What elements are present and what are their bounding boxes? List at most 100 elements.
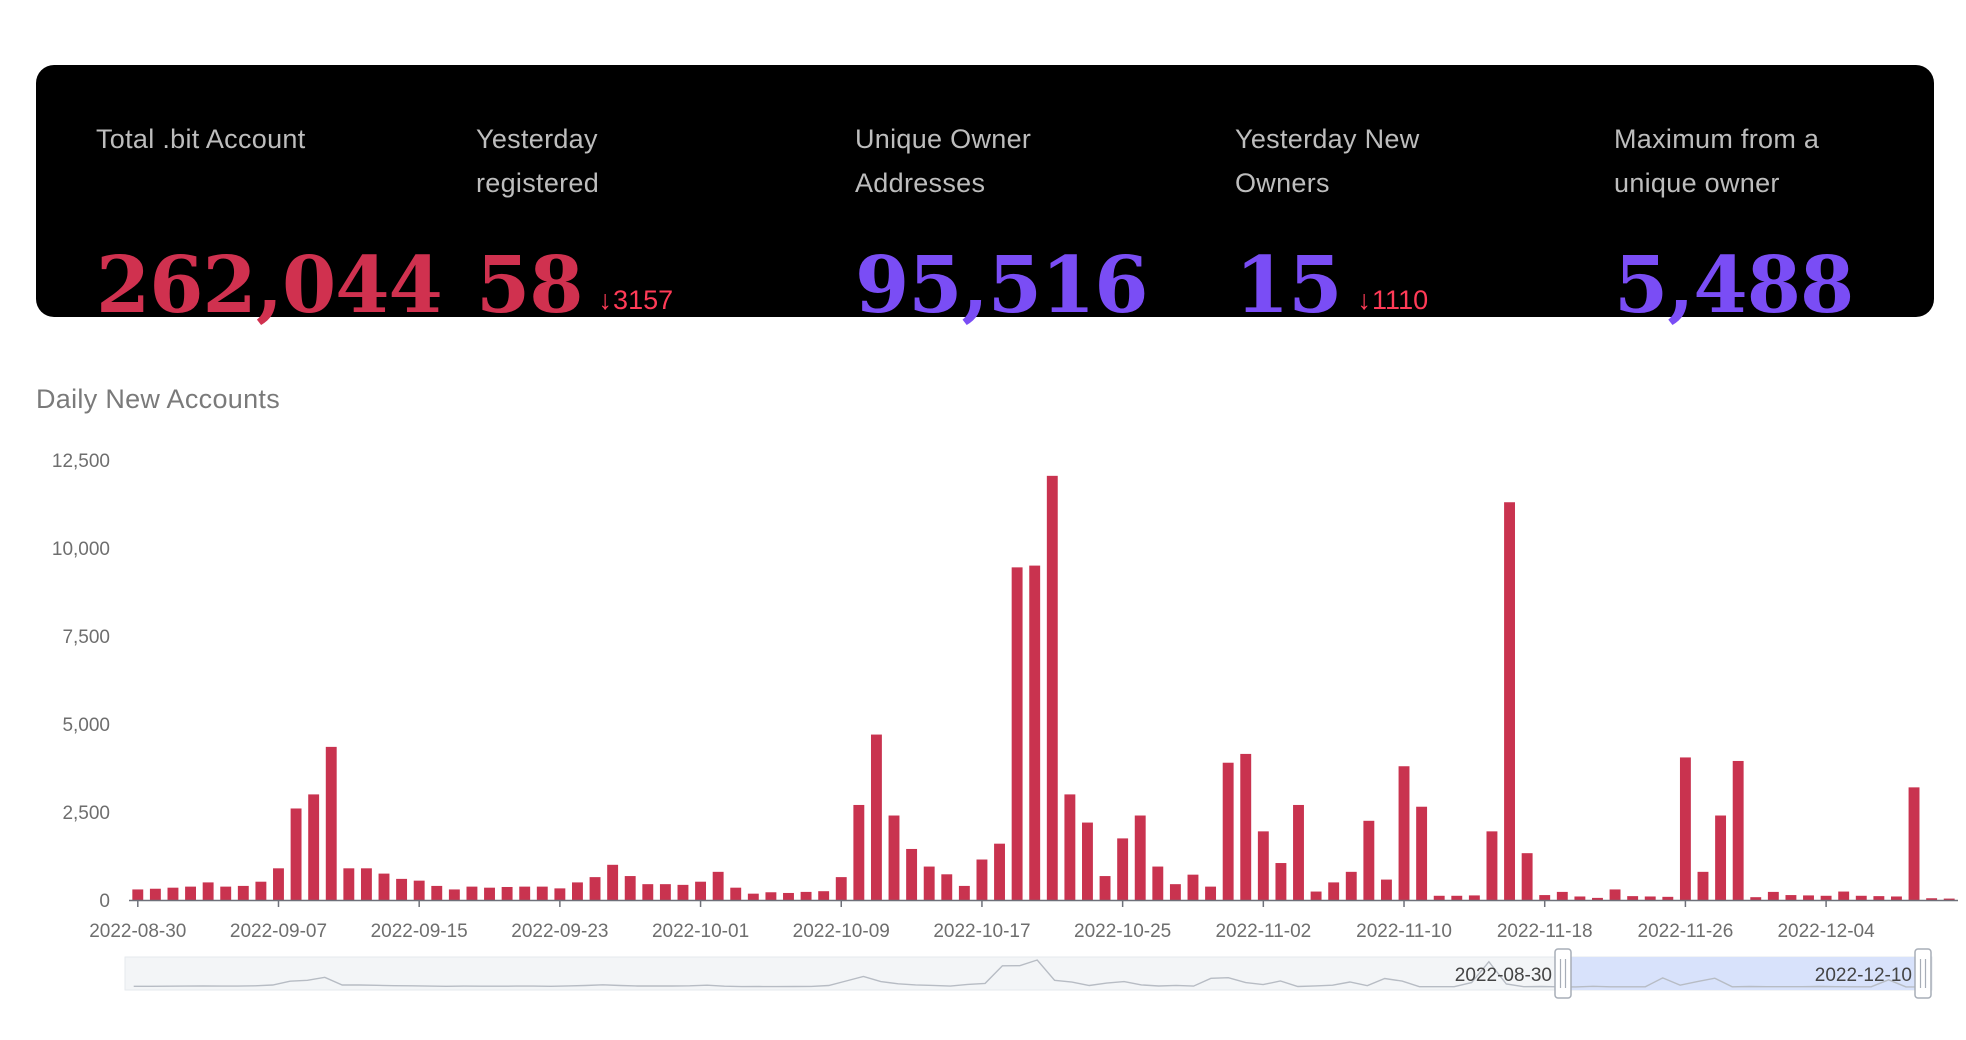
bar[interactable] xyxy=(659,884,671,900)
bar[interactable] xyxy=(1803,895,1814,900)
bar[interactable] xyxy=(1539,895,1551,900)
bar[interactable] xyxy=(1908,787,1920,900)
bar[interactable] xyxy=(1943,898,1955,900)
bar[interactable] xyxy=(519,886,531,900)
bar[interactable] xyxy=(1891,896,1902,900)
bar[interactable] xyxy=(1873,896,1885,900)
bar[interactable] xyxy=(695,881,707,900)
bar[interactable] xyxy=(325,746,337,900)
bar[interactable] xyxy=(360,868,372,900)
bar[interactable] xyxy=(1169,884,1181,900)
bar[interactable] xyxy=(1345,871,1357,900)
bar[interactable] xyxy=(1117,838,1129,900)
bar[interactable] xyxy=(220,886,232,900)
bar[interactable] xyxy=(607,864,619,900)
bar[interactable] xyxy=(1275,863,1287,900)
bar[interactable] xyxy=(1134,815,1146,900)
bar[interactable] xyxy=(1785,895,1797,900)
bar[interactable] xyxy=(1732,760,1744,900)
bar[interactable] xyxy=(1187,874,1199,900)
bar[interactable] xyxy=(870,734,882,900)
bar[interactable] xyxy=(413,880,425,900)
bar[interactable] xyxy=(1433,895,1445,900)
bar[interactable] xyxy=(1521,853,1533,900)
bar[interactable] xyxy=(1504,502,1515,900)
bar[interactable] xyxy=(1222,762,1234,900)
bar[interactable] xyxy=(343,868,355,900)
bar[interactable] xyxy=(1398,766,1410,900)
bar[interactable] xyxy=(1697,871,1709,900)
bar[interactable] xyxy=(1152,866,1164,900)
bar[interactable] xyxy=(1293,804,1304,900)
bar[interactable] xyxy=(431,885,443,900)
bar[interactable] xyxy=(1082,822,1093,900)
bar[interactable] xyxy=(185,886,196,900)
bar[interactable] xyxy=(536,886,548,900)
bar[interactable] xyxy=(1679,757,1691,900)
bar[interactable] xyxy=(1011,567,1023,900)
bar[interactable] xyxy=(1468,895,1480,900)
bar[interactable] xyxy=(1820,895,1832,900)
bar[interactable] xyxy=(853,804,865,900)
bar[interactable] xyxy=(501,886,513,900)
bar[interactable] xyxy=(1416,806,1428,900)
bar[interactable] xyxy=(906,848,918,900)
zoom-selected-range[interactable] xyxy=(1563,957,1923,990)
bar[interactable] xyxy=(1592,897,1603,900)
bar[interactable] xyxy=(554,888,566,900)
bar[interactable] xyxy=(1099,876,1111,900)
bar[interactable] xyxy=(1029,565,1041,900)
bar[interactable] xyxy=(290,808,302,900)
bar[interactable] xyxy=(800,891,812,900)
bar[interactable] xyxy=(624,876,636,900)
bar[interactable] xyxy=(308,794,320,900)
bar[interactable] xyxy=(1451,895,1463,900)
bar[interactable] xyxy=(747,893,759,900)
bar[interactable] xyxy=(1310,891,1322,900)
bar[interactable] xyxy=(994,843,1005,900)
zoom-end-handle[interactable] xyxy=(1914,948,1932,999)
zoom-start-handle[interactable] xyxy=(1554,948,1572,999)
bar[interactable] xyxy=(941,874,953,900)
bar[interactable] xyxy=(1838,891,1850,900)
bar[interactable] xyxy=(1926,898,1938,900)
bar[interactable] xyxy=(378,873,390,900)
bar[interactable] xyxy=(448,889,460,900)
data-zoom-slider[interactable]: 2022-08-30 2022-12-10 xyxy=(124,948,1933,999)
bar[interactable] xyxy=(1767,891,1779,900)
bar[interactable] xyxy=(1257,831,1269,900)
bar[interactable] xyxy=(712,871,724,900)
bar[interactable] xyxy=(976,859,988,900)
bar[interactable] xyxy=(1046,475,1058,900)
bar[interactable] xyxy=(572,882,583,900)
bar[interactable] xyxy=(1380,879,1392,900)
bar[interactable] xyxy=(1627,896,1639,900)
bar[interactable] xyxy=(765,892,777,900)
bar[interactable] xyxy=(1486,831,1498,900)
bar[interactable] xyxy=(677,884,689,900)
bar[interactable] xyxy=(132,889,144,900)
bar[interactable] xyxy=(642,884,654,900)
bar[interactable] xyxy=(1644,896,1656,900)
bar[interactable] xyxy=(1574,896,1586,900)
bar[interactable] xyxy=(1662,896,1674,900)
bar[interactable] xyxy=(1064,794,1076,900)
bar[interactable] xyxy=(1715,815,1727,900)
bar[interactable] xyxy=(202,882,214,900)
bar[interactable] xyxy=(466,886,478,900)
bar[interactable] xyxy=(273,868,284,900)
bar[interactable] xyxy=(1609,889,1621,900)
bar[interactable] xyxy=(1750,897,1762,900)
bar[interactable] xyxy=(1855,895,1867,900)
bar[interactable] xyxy=(255,881,267,900)
bar[interactable] xyxy=(818,891,830,900)
bar[interactable] xyxy=(1363,820,1375,900)
bar[interactable] xyxy=(1328,882,1340,900)
bar[interactable] xyxy=(396,878,408,900)
bar[interactable] xyxy=(167,887,179,900)
bar[interactable] xyxy=(923,866,935,900)
bar[interactable] xyxy=(888,815,900,900)
bar[interactable] xyxy=(783,892,794,900)
bar[interactable] xyxy=(589,877,601,900)
bar[interactable] xyxy=(835,877,847,900)
